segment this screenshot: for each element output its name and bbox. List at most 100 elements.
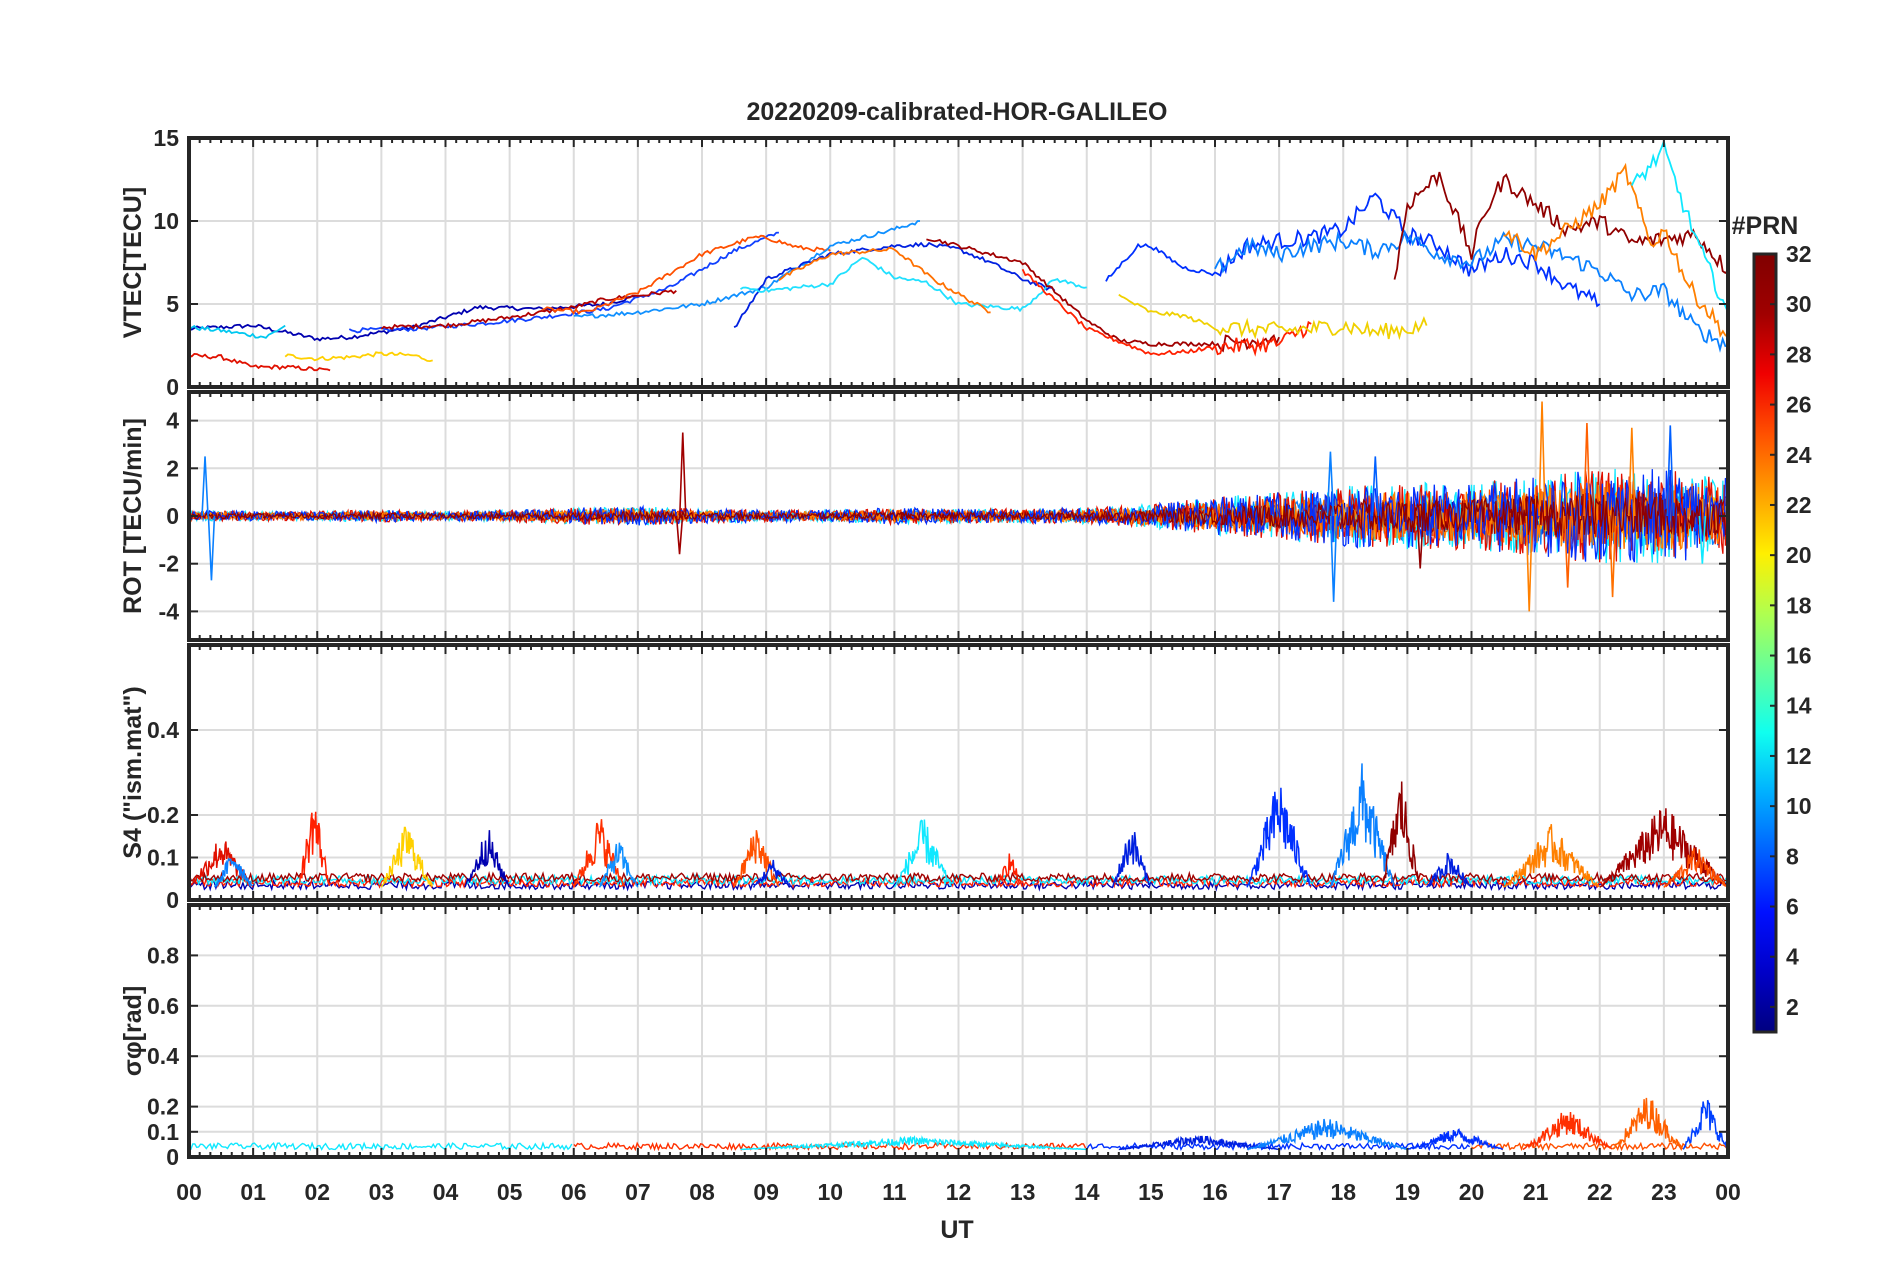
colorbar-tick-label: 14 [1786, 693, 1812, 719]
x-tick-label: 09 [753, 1179, 779, 1205]
x-tick-label: 16 [1202, 1179, 1228, 1205]
rot-spike [1538, 401, 1546, 517]
s4-burst [464, 830, 510, 888]
y-tick-label: 0 [166, 374, 179, 400]
s4-burst [1380, 781, 1421, 888]
colorbar-tick-label: 8 [1786, 843, 1799, 869]
x-tick-label: 12 [946, 1179, 972, 1205]
s4-burst [297, 811, 331, 888]
sigma-baseline [189, 1141, 573, 1152]
rot-spike [1563, 515, 1572, 588]
vtec-line-prn-24 [778, 246, 991, 314]
vtec-line-prn-10 [1214, 229, 1728, 353]
rot-spike [1416, 515, 1424, 569]
s4-burst [380, 826, 433, 888]
x-axis-label: UT [940, 1216, 973, 1244]
vtec-line-prn-20 [284, 351, 433, 363]
x-tick-label: 02 [304, 1179, 330, 1205]
colorbar-tick-label: 2 [1786, 994, 1799, 1020]
x-tick-label: 04 [433, 1179, 459, 1205]
rot-spike [201, 456, 209, 517]
x-tick-label: 00 [1715, 1179, 1741, 1205]
s4-burst [1246, 787, 1312, 888]
chart-title: 20220209-calibrated-HOR-GALILEO [747, 98, 1168, 126]
colorbar-tick-label: 12 [1786, 743, 1812, 769]
s4-baseline [189, 870, 1727, 885]
colorbar-tick-label: 20 [1786, 542, 1812, 568]
y-tick-label: 0.2 [147, 802, 179, 828]
colorbar-tick-label: 30 [1786, 291, 1812, 317]
rot-spike [1698, 515, 1707, 564]
x-tick-label: 13 [1010, 1179, 1036, 1205]
vtec-line-prn-9 [573, 220, 921, 319]
vtec-line-prn-2 [189, 294, 639, 342]
colorbar-tick-label: 28 [1786, 341, 1812, 367]
panel-frame [187, 643, 1730, 902]
vtec-line-prn-23 [1503, 162, 1728, 339]
y-tick-label: -4 [159, 598, 180, 624]
x-tick-label: 20 [1459, 1179, 1485, 1205]
rot-spike [207, 515, 216, 581]
rot-spike [1583, 422, 1591, 517]
data-layer [189, 138, 1728, 372]
data-layer [189, 401, 1728, 612]
panel-4: 00.10.2 0.4 0.6 0.8σφ[rad] [119, 903, 1730, 1170]
sigma-burst [1611, 1097, 1684, 1150]
y-tick-label: -2 [159, 551, 179, 577]
y-tick-label: 5 [166, 291, 179, 317]
s4-burst [1329, 763, 1396, 888]
y-tick-label: 0.6 [147, 993, 179, 1019]
colorbar-tick-label: 4 [1786, 944, 1799, 970]
x-tick-label: 19 [1395, 1179, 1421, 1205]
s4-burst [189, 841, 254, 888]
sigma-burst [1407, 1128, 1503, 1151]
panel-frame [187, 390, 1730, 642]
y-tick-label: 15 [153, 125, 179, 151]
colorbar-tick-label: 6 [1786, 894, 1799, 920]
x-tick-label: 23 [1651, 1179, 1677, 1205]
x-tick-label: 14 [1074, 1179, 1100, 1205]
y-tick-label: 0.1 [147, 845, 179, 871]
x-tick-label: 17 [1266, 1179, 1292, 1205]
y-tick-label: 4 [166, 408, 179, 434]
x-tick-label: 15 [1138, 1179, 1164, 1205]
rot-spike [1608, 515, 1617, 598]
y-tick-label: 0.8 [147, 942, 179, 968]
x-tick-label: 21 [1523, 1179, 1549, 1205]
panel-frame [187, 903, 1730, 1159]
vtec-line-prn-27 [189, 352, 331, 372]
vtec-line-prn-28 [1021, 268, 1312, 357]
rot-spike [1628, 427, 1636, 517]
colorbar-label: #PRN [1732, 212, 1799, 240]
y-tick-label: 0.4 [147, 717, 179, 743]
y-tick-label: 0.1 [147, 1119, 179, 1145]
sigma-burst [1682, 1099, 1728, 1150]
y-axis-label: ROT [TECU/min] [119, 418, 147, 614]
x-tick-label: 01 [240, 1179, 266, 1205]
vtec-line-prn-30 [380, 289, 677, 331]
sigma-burst [1522, 1111, 1613, 1151]
x-tick-label: 08 [689, 1179, 715, 1205]
data-layer [189, 763, 1728, 892]
y-tick-label: 2 [166, 455, 179, 481]
sigma-burst [1246, 1118, 1408, 1151]
y-axis-label: S4 ("ism.mat") [119, 686, 147, 858]
rot-spike [1371, 456, 1380, 517]
s4-burst [1426, 852, 1472, 888]
colorbar-tick-label: 26 [1786, 392, 1812, 418]
x-tick-label: 11 [882, 1179, 907, 1205]
sigma-baseline [1471, 1141, 1728, 1152]
s4-burst [1599, 808, 1728, 888]
panel-frame [187, 136, 1730, 389]
x-tick-label: 06 [561, 1179, 587, 1205]
s4-burst [1663, 847, 1728, 888]
colorbar-tick-label: 22 [1786, 492, 1812, 518]
vtec-line-prn-25 [541, 234, 831, 315]
sigma-burst [1118, 1135, 1279, 1151]
rot-spike [1329, 515, 1338, 602]
sigma-baseline [1086, 1141, 1471, 1152]
y-tick-label: 0 [166, 503, 179, 529]
vtec-line-prn-32 [1393, 171, 1728, 280]
rot-spike [1525, 515, 1534, 612]
